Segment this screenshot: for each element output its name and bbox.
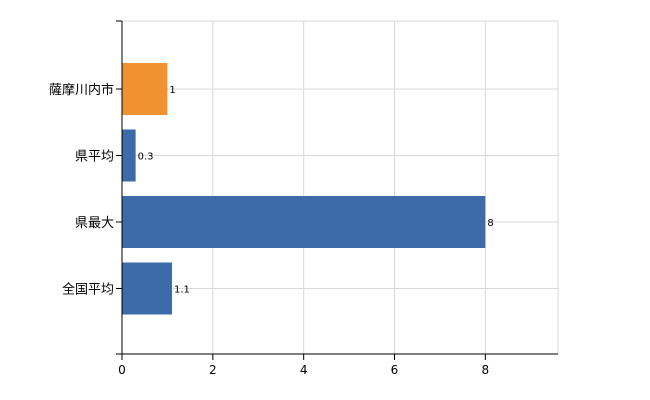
bar <box>122 262 172 315</box>
category-label: 薩摩川内市 <box>49 82 114 98</box>
data-label: 8 <box>487 218 493 229</box>
label-group: 1 薩摩川内市 0.3 県平均 8 県最大 1.1 全国平均 0 2 4 6 8 <box>49 82 494 377</box>
x-tick-label: 6 <box>391 363 399 377</box>
axes-group <box>121 21 558 355</box>
bar <box>122 63 168 115</box>
data-label: 1 <box>169 85 175 96</box>
data-label: 0.3 <box>138 152 154 163</box>
x-tick-label: 4 <box>300 363 308 377</box>
x-tick-label: 0 <box>118 363 126 377</box>
x-tick-label: 2 <box>209 363 217 377</box>
category-label: 県最大 <box>75 216 114 231</box>
grid-lines <box>122 20 559 354</box>
bars-group <box>122 63 486 315</box>
bar <box>122 196 486 248</box>
bar <box>122 129 136 182</box>
category-label: 県平均 <box>75 150 114 165</box>
x-tick-label: 8 <box>482 363 490 377</box>
category-label: 全国平均 <box>62 282 114 298</box>
data-label: 1.1 <box>174 285 190 296</box>
tick-group <box>116 20 486 360</box>
